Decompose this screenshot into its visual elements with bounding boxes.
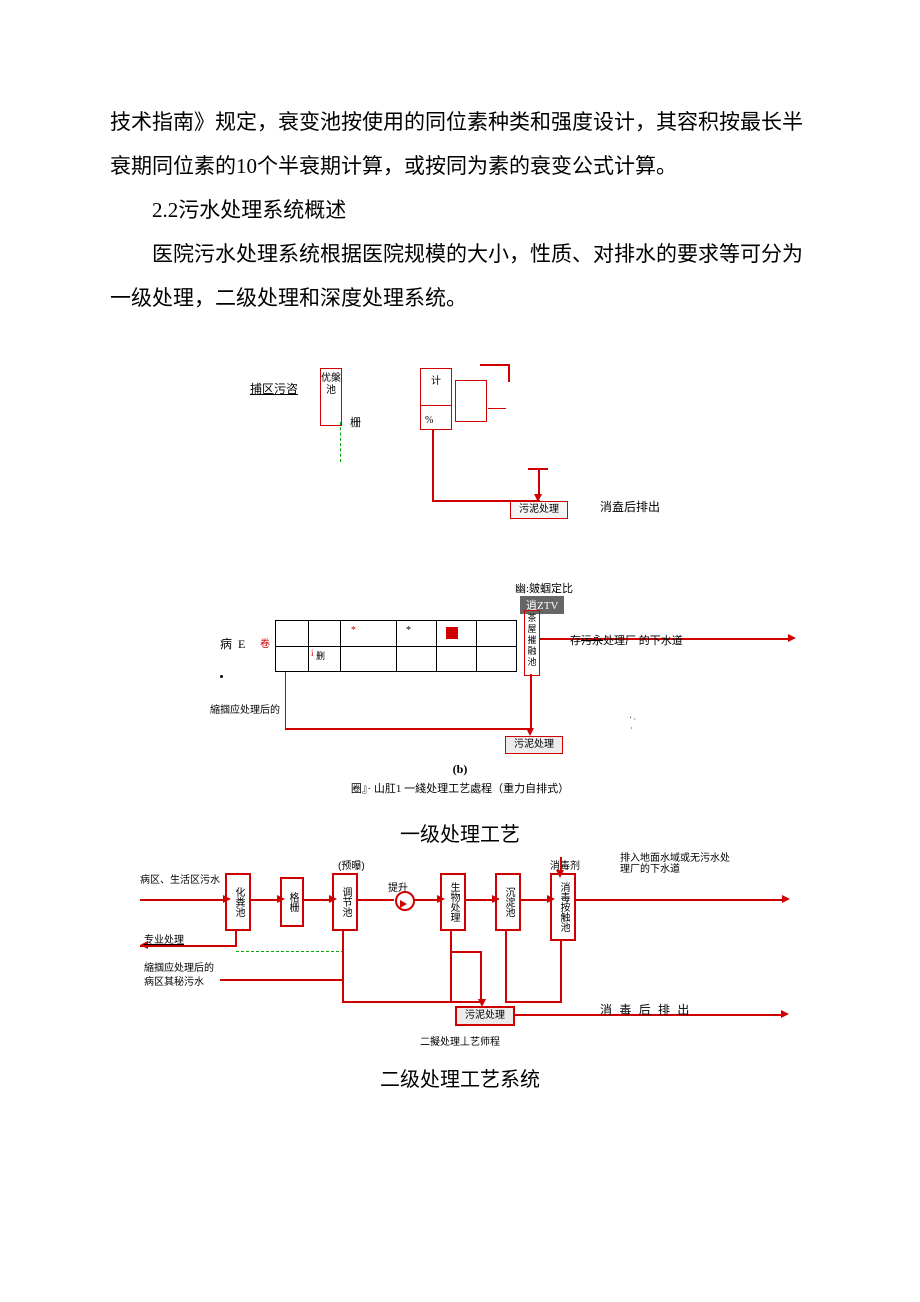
diag-c-line: [302, 899, 331, 901]
diag-a-output-label: 消盍后排出: [600, 498, 660, 515]
diag-a-meter-percent: %: [425, 415, 433, 426]
diag-a-grid-label: 栅: [350, 414, 361, 430]
diag-b-left-small: 卷: [260, 635, 270, 650]
diag-b-left-char-1: 病: [220, 637, 232, 651]
arrow-down-icon: [556, 870, 564, 878]
diag-b-star-2: *: [406, 625, 411, 636]
diag-c-line: [505, 929, 507, 1001]
diag-c-sub-caption: 二擬处理丄艺师程: [110, 1033, 810, 1048]
diag-b-right-pre: 存: [570, 635, 581, 647]
diag-c-box-disinfect: 消毒按触池: [550, 873, 576, 941]
diag-c-line: [464, 899, 494, 901]
diag-b-fig-label: (b): [110, 762, 810, 777]
diag-b-i-label: i: [311, 648, 314, 658]
diag-a-vline: [432, 430, 434, 500]
diag-a-input-label: 捕区污咨: [250, 380, 298, 397]
diag-a-meter-divider: [421, 405, 451, 406]
diag-b-left-char-2: E: [238, 637, 245, 651]
arrow-right-icon: [329, 895, 337, 903]
diag-c-lower-label-2: 病区其秘污水: [144, 973, 204, 988]
diag-c-line: [342, 1001, 482, 1003]
level-2-title: 二级处理工艺系统: [110, 1063, 810, 1092]
diagram-c: (预曝) 提升 消毒剂 排入地面水域或无污水处理厂的下水道 病区、生活区污水 化…: [110, 851, 810, 1061]
diag-c-line: [450, 951, 482, 953]
diag-b-arrow-right-icon: [788, 634, 796, 642]
figures-area: 捕区污咨 优槃池 栅 计 % 污泥处理 消盍后排出 幽:皴蝈定比 逍ZTV: [110, 350, 810, 1092]
diag-a-sludge-box: 污泥处理: [510, 501, 568, 519]
document-page: 技术指南》规定，衰变池按使用的同位素种类和强度设计，其容积按最长半衰期同位素的1…: [0, 0, 920, 1152]
diag-b-lower-label: 縮掴应处理后的: [210, 705, 280, 717]
diag-a-dash-line: [340, 422, 341, 462]
diag-c-lower-label-1: 縮掴应处理后的: [144, 959, 214, 974]
arrow-right-icon: [223, 895, 231, 903]
paragraph-overview: 医院污水处理系统根据医院规模的大小，性质、对排水的要求等可分为一级处理，二级处理…: [110, 232, 810, 320]
diag-a-right-box: [455, 380, 487, 422]
diagram-a: 捕区污咨 优槃池 栅 计 % 污泥处理 消盍后排出: [110, 350, 810, 560]
diag-a-side-tick: [488, 408, 506, 409]
arrow-right-icon: [782, 895, 790, 903]
diag-b-right-post: 处理厂 的下水道: [603, 635, 683, 647]
diag-c-disinfectant-label: 消毒剂: [550, 857, 580, 872]
paragraph-continuation: 技术指南》规定，衰变池按使用的同位素种类和强度设计，其容积按最长半衰期同位素的1…: [110, 100, 810, 188]
diag-c-output-label: 消 毒 后 排 出: [600, 1001, 691, 1018]
diag-b-delete-label: 删: [316, 649, 325, 662]
diag-a-meter-box: 计 %: [420, 368, 452, 430]
diag-c-line: [140, 899, 225, 901]
section-heading: 2.2污水处理系统概述: [110, 188, 810, 232]
diag-b-vline-right: [530, 674, 532, 730]
diag-b-arrow-down-icon: [526, 728, 534, 736]
diag-b-red-marker: [446, 627, 458, 639]
diag-b-top-label-1: 幽:皴蝈定比: [515, 580, 573, 596]
level-1-title: 一级处理工艺: [110, 818, 810, 847]
diag-c-line: [342, 929, 344, 1001]
diag-b-star-1: *: [351, 625, 356, 636]
arrow-right-icon: [437, 895, 445, 903]
diag-c-line: [450, 929, 452, 1001]
diag-c-line: [413, 899, 439, 901]
diag-c-line: [519, 899, 549, 901]
diag-c-line: [480, 951, 482, 1001]
diag-b-caption: 圈』· 山肛1 一綫处理工艺處程（重力自排式）: [110, 780, 810, 796]
diag-c-professional-label: 专业处理: [144, 931, 184, 946]
diag-c-destination-label: 排入地面水域或无污水处理厂的下水道: [620, 853, 730, 875]
diag-b-hline-bottom: [285, 728, 530, 730]
diag-b-right-label: 存污永处理厂 的下水道: [570, 632, 683, 648]
diag-a-septic-box: 优槃池: [320, 368, 342, 426]
diag-c-line: [505, 1001, 562, 1003]
diag-b-grid: * * i 删: [275, 620, 517, 672]
diagram-b: 幽:皴蝈定比 逍ZTV 病 E 卷 * * i 删 茶屋摧融池: [110, 580, 810, 810]
diag-c-source-label: 病区、生活区污水: [140, 875, 220, 887]
diag-b-sludge-box: 污泥处理: [505, 736, 563, 754]
diag-c-line: [560, 939, 562, 1001]
diag-c-pre-aeration-label: (预曝): [338, 857, 365, 872]
diag-a-top-line-down: [508, 364, 510, 382]
diag-a-top-line: [480, 364, 510, 366]
diag-b-dot: [220, 675, 223, 678]
arrow-right-icon: [277, 895, 285, 903]
diag-b-tiny-marks: ' ··: [630, 715, 636, 733]
diag-b-tower-box: 茶屋摧融池: [524, 610, 540, 676]
grid-row: [276, 646, 516, 647]
diag-b-vline-left: [285, 672, 286, 728]
arrow-right-icon: [547, 895, 555, 903]
arrow-right-icon: [781, 1010, 789, 1018]
diag-c-line: [574, 899, 784, 901]
diag-a-branch-vline: [538, 468, 540, 496]
diag-c-dash-line: [236, 951, 344, 952]
diag-c-line: [249, 899, 279, 901]
diag-a-meter-top: 计: [421, 372, 451, 387]
diag-c-line: [220, 979, 342, 981]
diag-c-line: [356, 899, 394, 901]
diag-b-left-label: 病 E: [220, 635, 245, 652]
diag-c-pump-icon: [395, 891, 415, 911]
arrow-right-icon: [492, 895, 500, 903]
diag-c-sludge-box: 污泥处理: [455, 1006, 515, 1026]
diag-b-right-strike: 污永: [581, 635, 603, 647]
